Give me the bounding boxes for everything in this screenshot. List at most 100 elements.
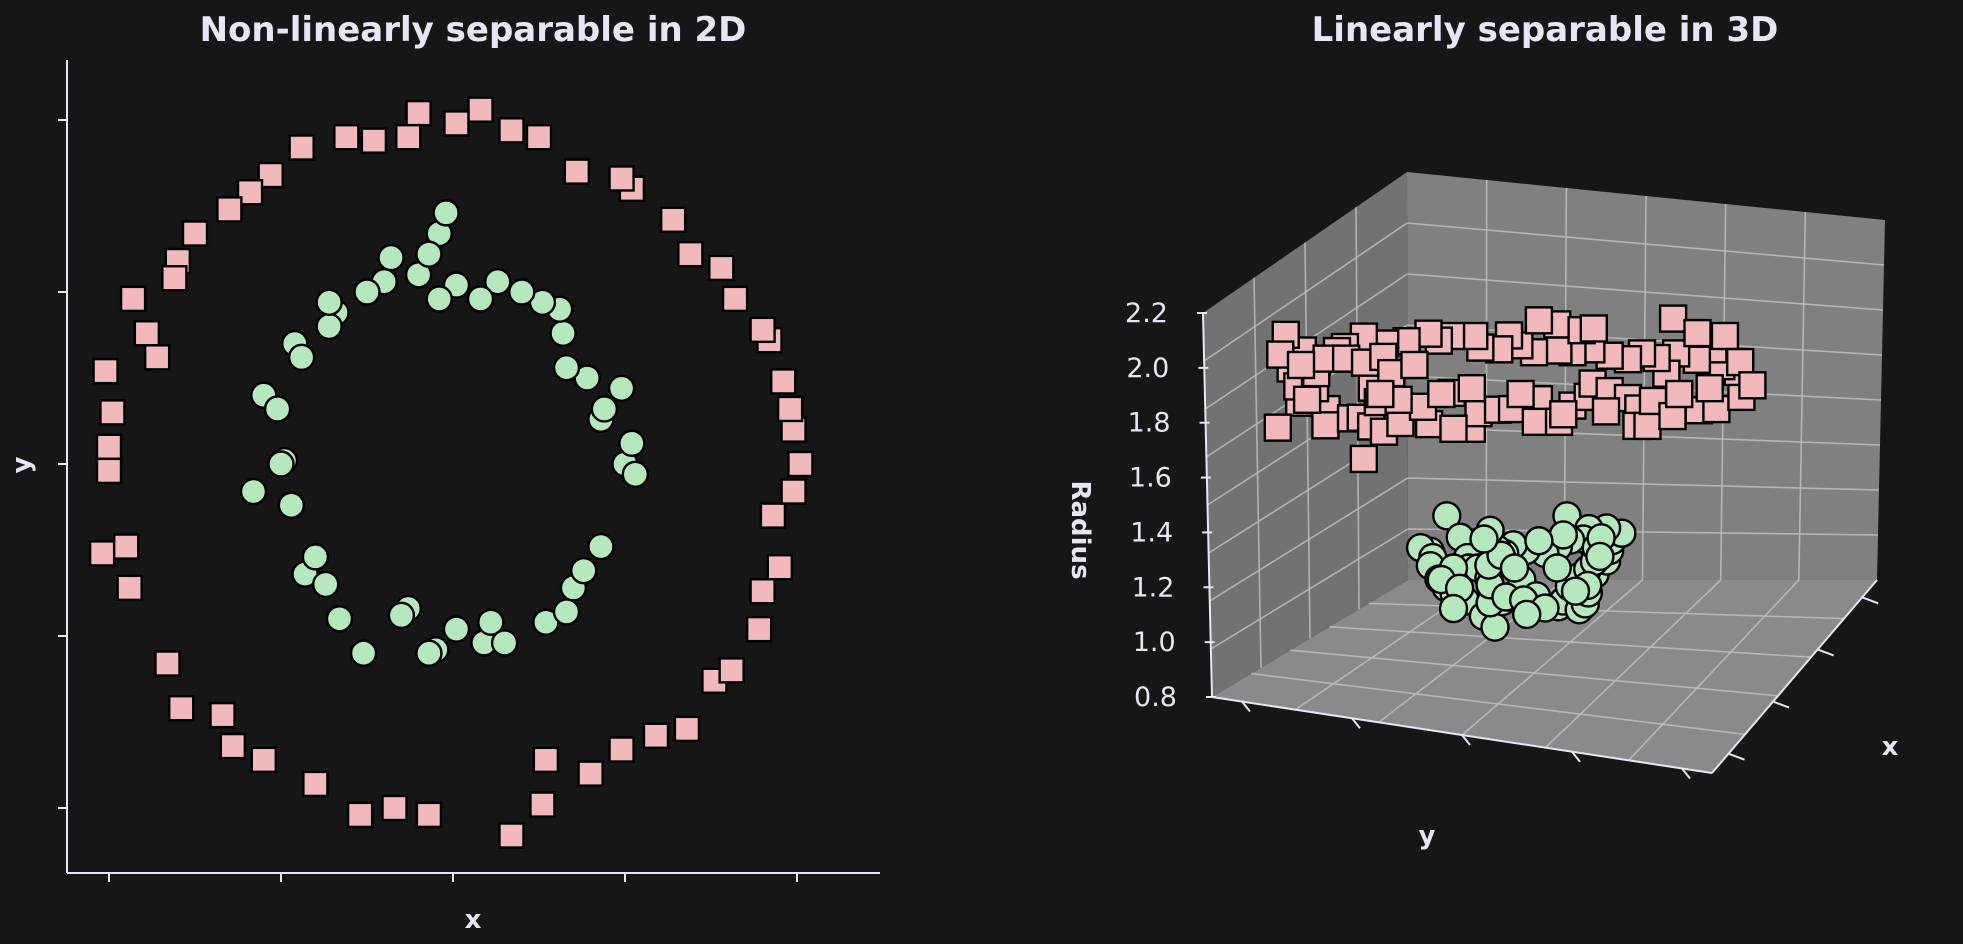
point-2d-outer-20 [333,123,360,151]
x-tick-3d-2 [1817,648,1834,657]
point-2d-outer-29 [133,320,161,347]
point-2d-outer-28 [119,285,147,313]
point-2d-outer-36 [112,533,140,560]
y-tick-3d-0 [1241,700,1251,713]
point-3d-outer-89 [1591,397,1621,426]
title-3d: Linearly separable in 3D [1312,10,1779,50]
x-tick-3d-3 [1861,596,1879,605]
point-2d-inner-50 [570,556,598,585]
point-3d-inner-59 [1499,553,1530,583]
point-2d-outer-13 [525,123,553,151]
x-axis-label-3d: x [1882,732,1899,762]
point-3d-outer-88 [1664,379,1694,409]
grid-floor-a-5 [1628,579,1800,761]
y-axis-label-2d: y [7,456,37,473]
point-2d-inner-18 [432,199,460,227]
x-axis-label-2d: x [465,905,482,935]
point-2d-inner-37 [325,605,354,633]
point-3d-outer-82 [1658,304,1688,333]
point-2d-outer-19 [360,127,388,154]
point-2d-inner-43 [442,615,471,643]
point-2d-outer-33 [95,433,123,460]
point-2d-outer-40 [209,701,236,729]
point-2d-inner-12 [484,267,512,296]
point-3d-inner-62 [1585,541,1615,572]
point-2d-inner-51 [587,532,615,561]
point-2d-outer-60 [780,478,807,505]
point-2d-outer-17 [405,99,432,127]
z-tick-label-3d-0: 0.8 [1134,682,1177,713]
point-2d-inner-27 [287,343,316,372]
point-2d-outer-46 [415,801,443,829]
point-2d-outer-9 [659,206,687,233]
point-2d-inner-45 [477,608,505,636]
title-2d: Non-linearly separable in 2D [200,10,747,50]
point-3d-inner-63 [1548,520,1579,550]
point-3d-inner-68 [1438,593,1469,624]
point-2d-inner-13 [466,285,495,313]
point-2d-outer-5 [749,316,776,344]
point-2d-outer-24 [216,196,243,223]
point-2d-outer-15 [467,96,494,123]
point-2d-inner-15 [425,285,453,313]
point-2d-inner-2 [618,429,646,458]
point-2d-inner-40 [387,601,416,630]
point-3d-outer-77 [1400,350,1429,380]
point-2d-outer-11 [608,165,635,192]
point-3d-outer-92 [1457,374,1487,403]
point-2d-outer-16 [443,110,470,137]
point-2d-inner-42 [415,639,443,667]
x-tick-3d-1 [1772,700,1790,709]
back-pane-3d [1407,172,1885,580]
point-2d-inner-31 [267,450,295,478]
point-2d-outer-57 [749,578,776,605]
grid-floor-a-3 [1461,579,1644,736]
point-2d-outer-41 [219,732,247,760]
point-2d-outer-2 [770,368,797,395]
point-2d-inner-22 [353,278,381,306]
x-axis-line-3d [1711,579,1878,774]
point-3d-inner-0 [1432,501,1462,531]
point-2d-outer-6 [721,285,749,313]
point-3d-outer-91 [1506,379,1535,409]
point-3d-outer-21 [1521,407,1551,437]
point-2d-inner-32 [239,477,268,506]
y-tick-3d-3 [1571,751,1581,763]
point-3d-outer-54 [1460,321,1489,351]
point-3d-outer-97 [1286,350,1316,380]
point-2d-outer-35 [88,540,116,567]
point-2d-outer-44 [346,801,374,829]
point-2d-outer-39 [168,695,195,722]
point-3d-inner-66 [1469,524,1499,554]
point-2d-outer-45 [381,794,408,822]
z-tick-label-3d-3: 1.4 [1130,517,1173,548]
point-2d-inner-35 [301,543,330,571]
point-3d-outer-17 [1439,414,1468,443]
point-2d-outer-56 [745,615,773,643]
point-2d-outer-3 [776,395,804,423]
point-2d-inner-24 [315,312,343,341]
z-tick-label-3d-1: 1.0 [1133,627,1176,658]
point-2d-outer-48 [529,791,556,818]
point-3d-inner-64 [1524,526,1554,556]
panel-2d: Non-linearly separable in 2D x y [7,10,880,935]
point-3d-outer-68 [1266,340,1295,369]
point-2d-outer-21 [288,134,315,161]
point-3d-outer-87 [1695,374,1724,403]
point-3d-outer-30 [1633,411,1662,441]
point-2d-outer-52 [642,722,670,749]
point-2d-outer-25 [181,220,209,247]
point-2d-outer-12 [563,158,591,185]
point-3d-outer-90 [1549,400,1578,429]
point-2d-inner-1 [621,460,650,489]
point-3d-outer-74 [1350,348,1380,377]
y-tick-3d-2 [1461,734,1471,746]
z-tick-label-3d-4: 1.6 [1129,463,1172,494]
point-2d-outer-22 [257,161,284,189]
point-3d-outer-81 [1579,314,1609,343]
point-2d-outer-8 [677,240,704,268]
z-tick-label-3d-5: 1.8 [1128,408,1171,439]
point-2d-outer-47 [498,822,525,849]
y-axis-label-3d: y [1419,821,1436,851]
